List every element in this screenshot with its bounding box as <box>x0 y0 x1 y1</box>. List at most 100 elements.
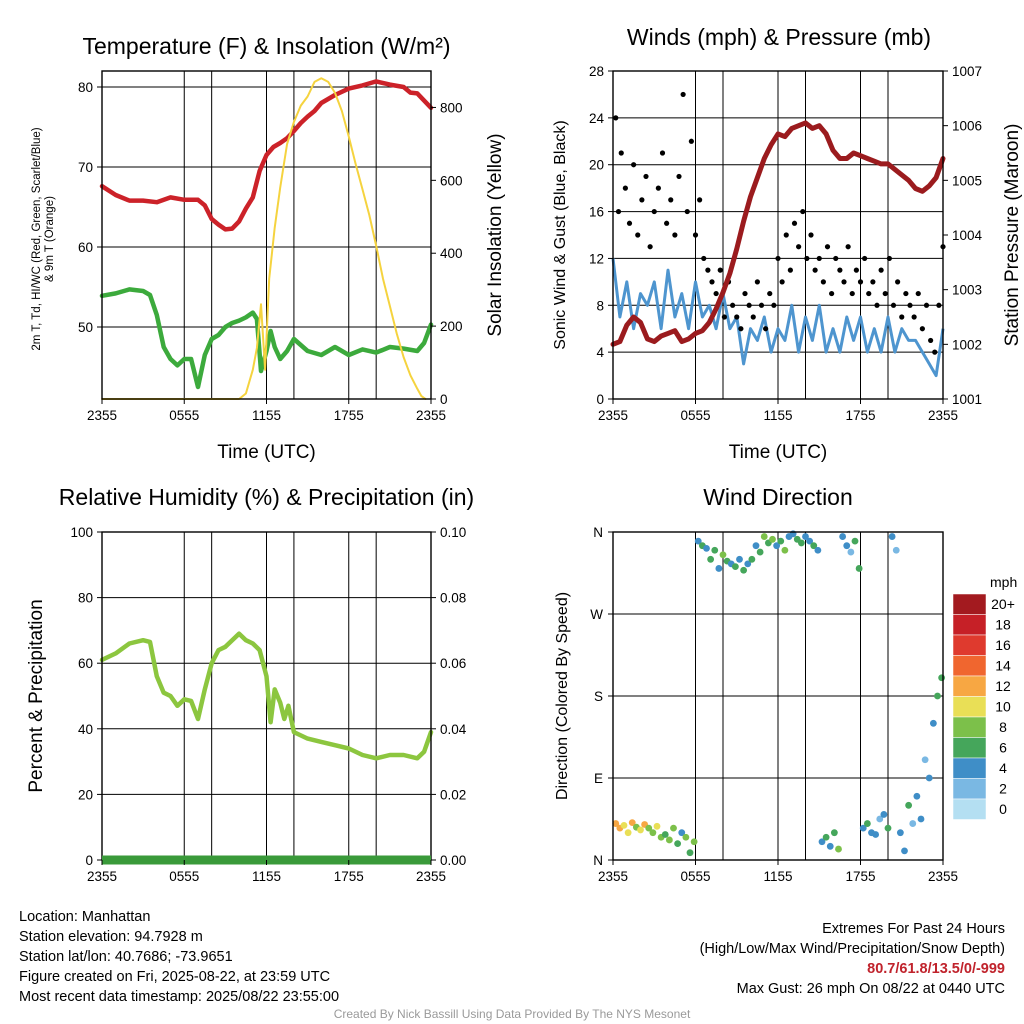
gust-point <box>816 255 822 262</box>
direction-point <box>670 824 677 832</box>
legend-swatch <box>952 593 987 615</box>
gust-point <box>684 208 690 215</box>
legend-swatch <box>952 778 987 800</box>
gust-point <box>639 197 645 203</box>
legend-label: 8 <box>999 719 1007 735</box>
y-tick-label-left: E <box>594 771 603 786</box>
gust-point <box>668 197 674 203</box>
legend-swatch <box>952 757 987 779</box>
gust-point <box>911 314 917 320</box>
x-tick-label: 0555 <box>169 408 199 423</box>
direction-point <box>674 840 682 847</box>
direction-point <box>839 533 847 540</box>
x-tick-label: 0555 <box>169 869 199 884</box>
gust-point <box>907 302 913 308</box>
direction-point <box>678 829 686 837</box>
x-tick-label: 1755 <box>845 408 875 423</box>
gust-point <box>886 255 892 262</box>
direction-point <box>756 548 764 556</box>
recent-data-text: Most recent data timestamp: 2025/08/22 2… <box>19 989 340 1005</box>
direction-point <box>773 542 781 550</box>
y-tick-label-left: 80 <box>78 591 93 606</box>
direction-point <box>748 555 756 563</box>
gust-point <box>791 220 798 226</box>
gust-point <box>845 244 851 250</box>
legend-label: 0 <box>999 801 1007 817</box>
gust-point <box>824 244 831 250</box>
gust-point <box>758 302 765 308</box>
gust-point <box>919 326 925 332</box>
direction-point <box>661 831 669 838</box>
extremes-values: 80.7/61.8/13.5/0/-999 <box>867 961 1005 977</box>
direction-point <box>892 546 900 554</box>
y-tick-label-right: 0.08 <box>440 591 466 606</box>
gust-point <box>808 232 814 238</box>
direction-point <box>905 801 913 809</box>
x-tick-label: 2355 <box>928 408 958 423</box>
gust-point <box>721 314 727 320</box>
legend-label: 10 <box>995 699 1011 715</box>
direction-point <box>612 820 620 827</box>
gust-point <box>928 337 934 344</box>
direction-point <box>901 847 908 855</box>
x-tick-label: 2355 <box>87 869 117 884</box>
y-axis-label-right: Solar Insolation (Yellow) <box>485 133 506 336</box>
direction-point <box>917 815 925 823</box>
direction-point <box>653 822 661 830</box>
direction-point <box>929 719 937 727</box>
y-tick-label-left: 80 <box>78 80 93 95</box>
y-axis-label-right: Station Pressure (Maroon) <box>1002 124 1023 347</box>
gust-point <box>849 290 855 297</box>
direction-point <box>822 833 830 841</box>
legend-label: 12 <box>995 678 1011 694</box>
panel-3: 2355 0555 1155 1755 23550204060801000.000.02… <box>26 484 474 884</box>
gust-point <box>738 326 744 332</box>
y-axis-label-left: Sonic Wind & Gust (Blue, Black) <box>552 120 569 349</box>
x-tick-label: 2355 <box>416 408 446 423</box>
gust-point <box>775 255 781 262</box>
y-tick-label-right: 600 <box>440 173 463 188</box>
direction-point <box>884 824 892 832</box>
direction-point <box>769 535 776 543</box>
gust-point <box>647 244 653 250</box>
gust-point <box>615 208 622 215</box>
gust-point <box>800 208 806 215</box>
gust-point <box>890 302 897 308</box>
y-axis-label-left-line2: & 9m T (Orange) <box>44 196 56 282</box>
direction-point <box>781 546 789 554</box>
station-info: Location: Manhattan Station elevation: 9… <box>19 907 339 1007</box>
y-tick-label-right: 1006 <box>952 119 982 134</box>
gust-point <box>742 290 748 297</box>
y-tick-label-right: 800 <box>440 100 463 115</box>
y-axis-label-left: Percent & Precipitation <box>26 599 47 792</box>
legend-swatch <box>952 716 987 738</box>
y-tick-label-left: 8 <box>596 298 604 313</box>
direction-point <box>624 829 632 837</box>
y-tick-label-left: 70 <box>78 160 93 175</box>
gust-point <box>812 267 818 273</box>
y-tick-label-right: 1005 <box>952 173 982 188</box>
y-tick-label-right: 1001 <box>952 392 982 407</box>
y-tick-label-right: 0.06 <box>440 656 466 671</box>
x-tick-label: 2355 <box>598 869 628 884</box>
gust-point <box>701 255 707 262</box>
gust-point <box>820 279 826 285</box>
y-tick-label-left: 4 <box>596 345 604 360</box>
gust-point <box>779 279 785 285</box>
y-tick-label-right: 0 <box>440 392 448 407</box>
y-tick-label-right: 0.00 <box>440 853 466 868</box>
gust-point <box>635 232 641 238</box>
gust-point <box>837 267 843 273</box>
direction-point <box>682 833 690 841</box>
legend-label: 16 <box>995 637 1011 653</box>
direction-point <box>938 674 946 682</box>
direction-point <box>863 820 871 827</box>
y-tick-label-left: S <box>594 689 603 704</box>
gust-point <box>651 208 657 215</box>
legend-swatch <box>952 737 987 759</box>
direction-point <box>896 829 904 837</box>
elevation-text: Station elevation: 94.7928 m <box>19 929 203 945</box>
direction-point <box>694 537 702 545</box>
direction-point <box>711 546 719 554</box>
chart-title: Temperature (F) & Insolation (W/m²) <box>82 33 450 59</box>
